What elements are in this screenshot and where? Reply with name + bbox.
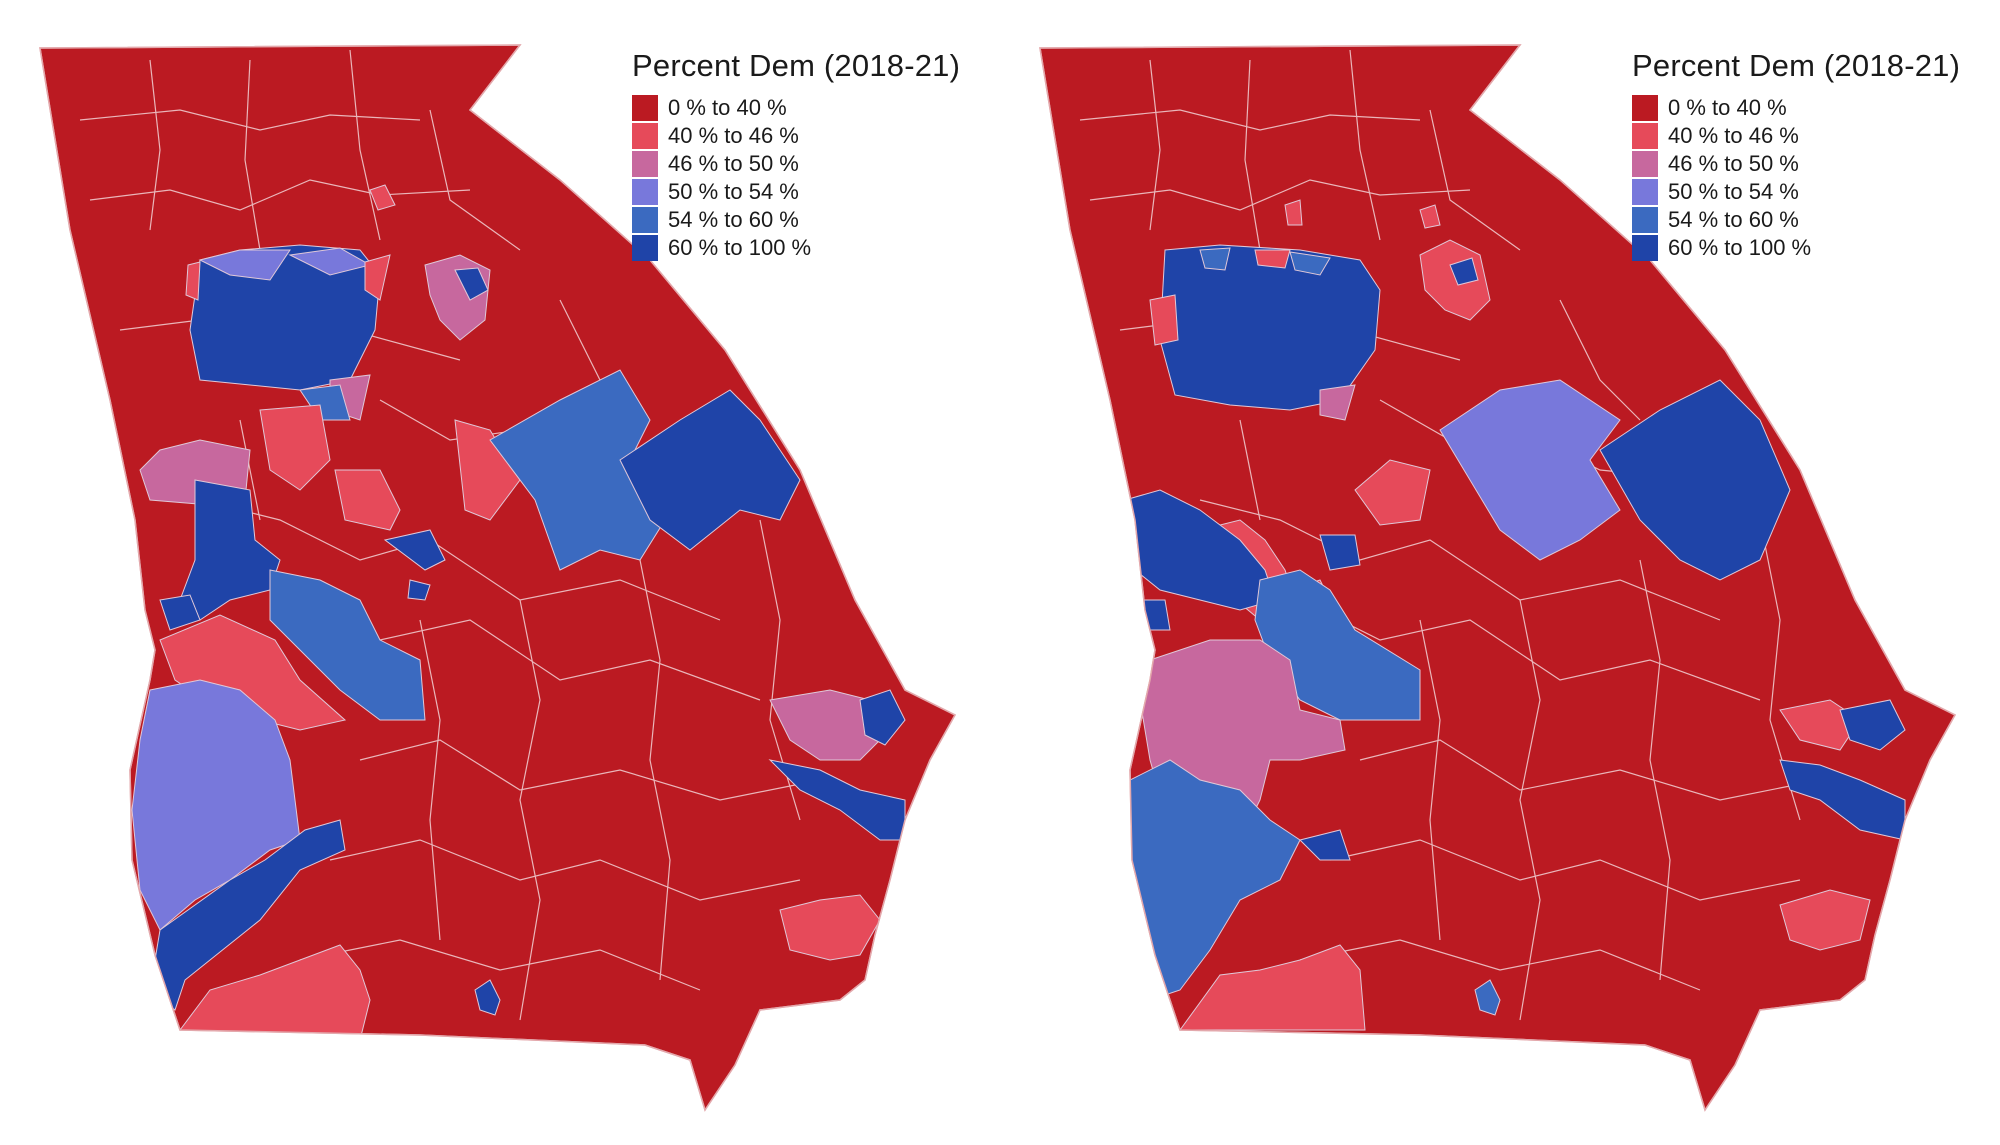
legend-label: 50 % to 54 % [668,179,799,204]
legend-item: 0 % to 40 % [1632,94,1960,122]
district-shapes [131,184,906,1041]
georgia-district-map-left [39,44,957,1112]
legend-label: 0 % to 40 % [1668,95,1787,120]
legend-items: 0 % to 40 % 40 % to 46 % 46 % to 50 % 50 % … [632,94,960,262]
legend-swatch [632,235,658,261]
legend-item: 50 % to 54 % [632,178,960,206]
legend-label: 0 % to 40 % [668,95,787,120]
legend-swatch [632,179,658,205]
legend-swatch [632,151,658,177]
legend-swatch [1632,123,1658,149]
legend-title: Percent Dem (2018-21) [632,48,961,83]
legend-title: Percent Dem (2018-21) [1632,48,1961,83]
legend-item: 50 % to 54 % [1632,178,1960,206]
metro-atlanta-region [189,244,381,391]
legend-swatch [1632,207,1658,233]
legend-swatch [1632,151,1658,177]
legend-label: 50 % to 54 % [1668,179,1799,204]
map-panel-left: Percent Dem (2018-21) 0 % to 40 % 40 % to… [39,44,960,1112]
legend-item: 0 % to 40 % [632,94,960,122]
map-panel-right: Percent Dem (2018-21) 0 % to 40 % 40 % to… [1000,0,2000,1145]
legend-item: 60 % to 100 % [632,234,960,262]
legend-item: 40 % to 46 % [632,122,960,150]
legend-item: 40 % to 46 % [1632,122,1960,150]
legend-left: Percent Dem (2018-21) 0 % to 40 % 40 % to… [632,48,960,262]
georgia-district-map-right [1039,44,1957,1112]
legend-swatch [632,95,658,121]
legend-item: 60 % to 100 % [1632,234,1960,262]
legend-item: 46 % to 50 % [1632,150,1960,178]
legend-items: 0 % to 40 % 40 % to 46 % 46 % to 50 % 50 % … [1632,94,1960,262]
legend-label: 60 % to 100 % [668,235,812,260]
legend-swatch [1632,179,1658,205]
legend-right: Percent Dem (2018-21) 0 % to 40 % 40 % to… [1632,48,1960,262]
legend-swatch [632,207,658,233]
legend-item: 46 % to 50 % [632,150,960,178]
legend-label: 40 % to 46 % [668,123,799,148]
legend-swatch [632,123,658,149]
legend-label: 46 % to 50 % [668,151,799,176]
legend-swatch [1632,95,1658,121]
legend-label: 40 % to 46 % [1668,123,1799,148]
legend-label: 54 % to 60 % [1668,207,1799,232]
district-shapes [1124,199,1906,1031]
legend-label: 54 % to 60 % [668,207,799,232]
legend-item: 54 % to 60 % [1632,206,1960,234]
legend-label: 46 % to 50 % [1668,151,1799,176]
legend-item: 54 % to 60 % [632,206,960,234]
legend-label: 60 % to 100 % [1668,235,1812,260]
legend-swatch [1632,235,1658,261]
